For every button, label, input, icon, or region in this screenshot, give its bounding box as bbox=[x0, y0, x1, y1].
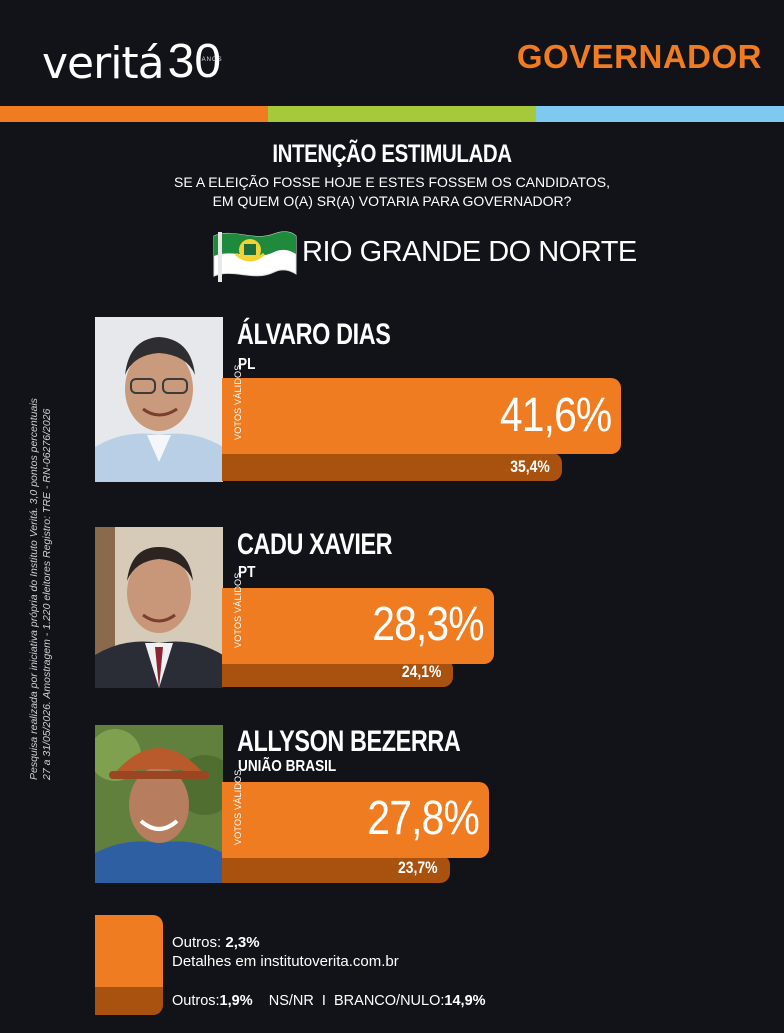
question-text: SE A ELEIÇÃO FOSSE HOJE E ESTES FOSSEM O… bbox=[0, 173, 784, 211]
rn-flag-icon bbox=[213, 231, 297, 282]
votos-validos-label-3: VOTOS VÁLIDOS bbox=[233, 769, 243, 845]
bar-total-3 bbox=[222, 855, 450, 883]
bar-valid-1 bbox=[222, 378, 622, 454]
others-total-label: Outros: bbox=[172, 993, 220, 1009]
stripe-orange bbox=[0, 106, 268, 122]
value-valid-1: 41,6% bbox=[499, 389, 612, 442]
candidate-photo-cadu-xavier bbox=[95, 527, 223, 688]
logo-years-number: 30 bbox=[167, 35, 222, 88]
question-line1: SE A ELEIÇÃO FOSSE HOJE E ESTES FOSSEM O… bbox=[174, 174, 610, 190]
question-line2: EM QUEM O(A) SR(A) VOTARIA PARA GOVERNAD… bbox=[212, 193, 572, 209]
nsnr-label: NS/NR bbox=[268, 993, 314, 1009]
others-valid-label: Outros: bbox=[172, 934, 222, 951]
value-total-2: 24,1% bbox=[401, 662, 442, 681]
branco-nulo-value: 14,9% bbox=[444, 993, 486, 1009]
value-valid-2: 28,3% bbox=[372, 598, 484, 651]
others-total-value: 1,9% bbox=[219, 993, 253, 1009]
value-total-3: 23,7% bbox=[397, 858, 438, 877]
stripe-blue bbox=[536, 106, 784, 122]
others-total-box bbox=[95, 987, 163, 1015]
methodology-line2: 27 a 31/05/2026. Amostragem - 1.220 elei… bbox=[41, 408, 53, 780]
methodology-line1: Pesquisa realizada por iniciativa própri… bbox=[28, 398, 40, 780]
details-link[interactable]: Detalhes em institutoverita.com.br bbox=[172, 953, 399, 970]
bar-total-1 bbox=[222, 453, 562, 481]
others-valid-text: Outros: 2,3% bbox=[172, 934, 260, 951]
others-total-text: Outros:1,9% NS/NR I BRANCO/NULO:14,9% bbox=[172, 993, 486, 1009]
logo-years: 30 ANOS bbox=[167, 35, 223, 88]
others-valid-box bbox=[95, 915, 163, 987]
branco-nulo-label: BRANCO/NULO: bbox=[334, 993, 445, 1009]
candidate-party-3: UNIÃO BRASIL bbox=[238, 758, 337, 775]
candidate-photo-allyson-bezerra bbox=[95, 725, 223, 883]
state-name: RIO GRANDE DO NORTE bbox=[302, 236, 637, 268]
verita-logo: veritá 30 ANOS bbox=[42, 35, 223, 89]
logo-brand: veritá bbox=[42, 38, 165, 89]
value-valid-3: 27,8% bbox=[367, 792, 479, 845]
candidate-name-1: ÁLVARO DIAS bbox=[237, 318, 391, 351]
separator: I bbox=[321, 993, 326, 1009]
value-total-1: 35,4% bbox=[510, 457, 550, 476]
others-valid-value: 2,3% bbox=[225, 934, 260, 951]
stripe-green bbox=[268, 106, 536, 122]
votos-validos-label-1: VOTOS VÁLIDOS bbox=[233, 364, 243, 440]
main-title: INTENÇÃO ESTIMULADA bbox=[272, 140, 512, 168]
methodology-note: Pesquisa realizada por iniciativa própri… bbox=[28, 320, 54, 780]
section-title: GOVERNADOR bbox=[516, 38, 762, 75]
candidate-name-3: ALLYSON BEZERRA bbox=[237, 725, 461, 758]
bar-valid-3 bbox=[222, 782, 489, 858]
candidate-party-1: PL bbox=[238, 356, 256, 373]
bar-valid-2 bbox=[222, 588, 494, 664]
candidate-name-2: CADU XAVIER bbox=[237, 528, 393, 561]
logo-years-caption: ANOS bbox=[201, 57, 223, 63]
candidate-photo-alvaro-dias bbox=[95, 317, 223, 482]
candidate-party-2: PT bbox=[238, 564, 256, 581]
votos-validos-label-2: VOTOS VÁLIDOS bbox=[233, 572, 243, 648]
